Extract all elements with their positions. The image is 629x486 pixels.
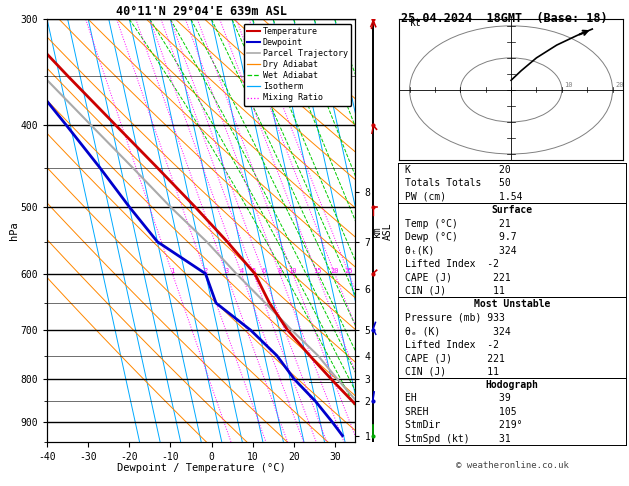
Text: EH              39: EH 39 bbox=[405, 394, 511, 403]
Text: 1: 1 bbox=[170, 268, 174, 274]
Text: θₑ (K)         324: θₑ (K) 324 bbox=[405, 326, 511, 336]
Text: 6: 6 bbox=[262, 268, 265, 274]
Text: K               20: K 20 bbox=[405, 165, 511, 175]
Text: 4: 4 bbox=[239, 268, 243, 274]
Text: PW (cm)         1.54: PW (cm) 1.54 bbox=[405, 191, 523, 202]
Text: CIN (J)       11: CIN (J) 11 bbox=[405, 366, 499, 377]
Text: Lifted Index  -2: Lifted Index -2 bbox=[405, 340, 499, 349]
Text: CAPE (J)       221: CAPE (J) 221 bbox=[405, 273, 511, 282]
Text: θₜ(K)           324: θₜ(K) 324 bbox=[405, 245, 516, 256]
Text: Most Unstable: Most Unstable bbox=[474, 299, 550, 309]
Text: Pressure (mb) 933: Pressure (mb) 933 bbox=[405, 313, 505, 323]
Text: CAPE (J)      221: CAPE (J) 221 bbox=[405, 353, 505, 363]
Text: 5: 5 bbox=[252, 268, 255, 274]
Text: 8: 8 bbox=[277, 268, 282, 274]
Title: 40°11'N 29°04'E 639m ASL: 40°11'N 29°04'E 639m ASL bbox=[116, 5, 287, 18]
Legend: Temperature, Dewpoint, Parcel Trajectory, Dry Adiabat, Wet Adiabat, Isotherm, Mi: Temperature, Dewpoint, Parcel Trajectory… bbox=[243, 24, 351, 106]
Text: Totals Totals   50: Totals Totals 50 bbox=[405, 178, 511, 188]
Text: © weatheronline.co.uk: © weatheronline.co.uk bbox=[455, 461, 569, 469]
Text: 3: 3 bbox=[224, 268, 228, 274]
Text: 25.04.2024  18GMT  (Base: 18): 25.04.2024 18GMT (Base: 18) bbox=[401, 12, 607, 25]
Text: StmSpd (kt)     31: StmSpd (kt) 31 bbox=[405, 434, 511, 444]
Text: 10: 10 bbox=[289, 268, 297, 274]
X-axis label: Dewpoint / Temperature (°C): Dewpoint / Temperature (°C) bbox=[117, 463, 286, 473]
Text: Temp (°C)       21: Temp (°C) 21 bbox=[405, 219, 511, 228]
Text: 2: 2 bbox=[204, 268, 208, 274]
Text: 15: 15 bbox=[313, 268, 321, 274]
Text: 20: 20 bbox=[615, 82, 623, 87]
Text: Hodograph: Hodograph bbox=[486, 380, 538, 390]
Text: CIN (J)        11: CIN (J) 11 bbox=[405, 286, 505, 296]
Text: SREH            105: SREH 105 bbox=[405, 407, 516, 417]
Text: 10: 10 bbox=[564, 82, 573, 87]
Y-axis label: hPa: hPa bbox=[9, 222, 19, 240]
Text: kt: kt bbox=[409, 18, 421, 28]
Text: Surface: Surface bbox=[491, 205, 533, 215]
Y-axis label: km
ASL: km ASL bbox=[372, 222, 393, 240]
Text: Dewp (°C)       9.7: Dewp (°C) 9.7 bbox=[405, 232, 516, 242]
Text: StmDir          219°: StmDir 219° bbox=[405, 420, 523, 431]
Text: 20: 20 bbox=[330, 268, 339, 274]
Text: 25: 25 bbox=[345, 268, 353, 274]
Text: Lifted Index  -2: Lifted Index -2 bbox=[405, 259, 499, 269]
